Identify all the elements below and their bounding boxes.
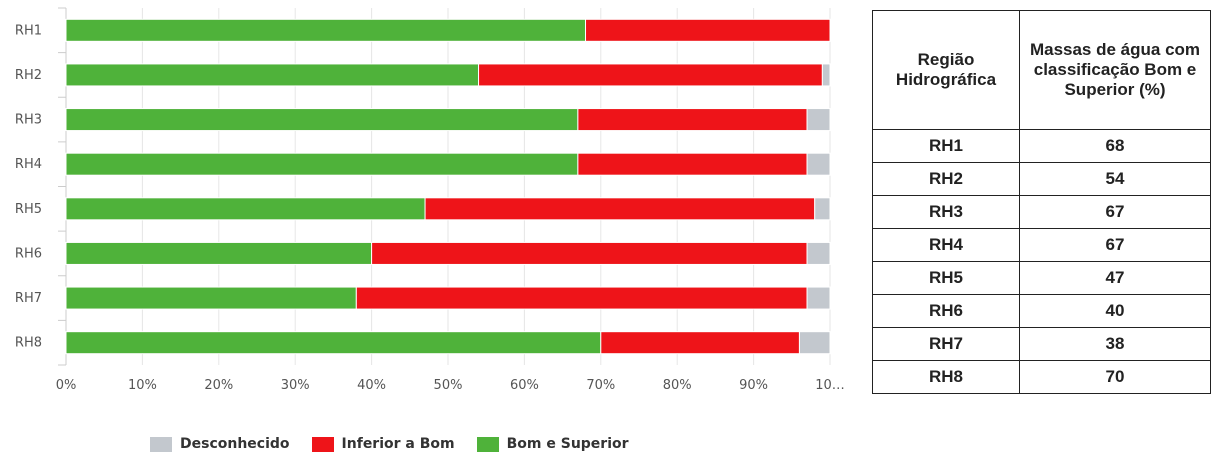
- cell-region: RH6: [872, 294, 1020, 328]
- table-row: RH8 70: [872, 360, 1211, 394]
- y-tick-label: RH3: [15, 113, 42, 128]
- bar-bom-e-superior-rh4: [65, 152, 579, 176]
- y-tick-label: RH8: [15, 336, 42, 351]
- bar-desconhecido-rh4: [806, 152, 831, 176]
- table-row: RH3 67: [872, 195, 1211, 229]
- x-tick-label: 10%: [128, 378, 157, 393]
- x-tick-label: 70%: [586, 378, 615, 393]
- bar-bom-e-superior-rh1: [65, 18, 587, 42]
- x-tick-label: 20%: [204, 378, 233, 393]
- legend-label-inferior: Inferior a Bom: [341, 436, 455, 452]
- x-tick-label: 10…: [815, 378, 845, 393]
- table-header-row: Região Hidrográfica Massas de água com c…: [872, 10, 1211, 130]
- cell-region: RH4: [872, 228, 1020, 262]
- legend-swatch-desconhecido: [150, 436, 172, 452]
- bar-desconhecido-rh2: [821, 63, 831, 87]
- bar-bom-e-superior-rh6: [65, 241, 373, 265]
- bar-desconhecido-rh8: [798, 331, 831, 355]
- x-tick-label: 80%: [663, 378, 692, 393]
- bar-desconhecido-rh3: [806, 108, 831, 132]
- legend-swatch-inferior: [311, 436, 334, 452]
- table-row: RH4 67: [872, 228, 1211, 262]
- cell-value: 40: [1019, 294, 1211, 328]
- bar-inferior-a-bom-rh1: [585, 18, 831, 42]
- y-tick-label: RH1: [15, 23, 42, 38]
- bar-bom-e-superior-rh7: [65, 286, 357, 310]
- x-tick-label: 0%: [56, 378, 77, 393]
- header-regiao: Região Hidrográfica: [872, 10, 1020, 130]
- y-tick-label: RH7: [15, 291, 42, 306]
- legend-label-desconhecido: Desconhecido: [180, 436, 290, 452]
- table-row: RH2 54: [872, 162, 1211, 196]
- bar-inferior-a-bom-rh6: [371, 241, 808, 265]
- x-tick-label: 60%: [510, 378, 539, 393]
- legend-item-desconhecido[interactable]: Desconhecido: [150, 436, 290, 452]
- bar-bom-e-superior-rh3: [65, 108, 579, 132]
- bar-desconhecido-rh5: [814, 197, 831, 221]
- bar-bom-e-superior-rh5: [65, 197, 426, 221]
- legend-label-bom: Bom e Superior: [506, 436, 629, 452]
- table-row: RH7 38: [872, 327, 1211, 361]
- y-tick-label: RH5: [15, 202, 42, 217]
- table-row: RH5 47: [872, 261, 1211, 295]
- bar-desconhecido-rh6: [806, 241, 831, 265]
- x-tick-label: 40%: [357, 378, 386, 393]
- bar-inferior-a-bom-rh5: [424, 197, 816, 221]
- header-massas: Massas de água com classificação Bom e S…: [1019, 10, 1211, 130]
- cell-region: RH8: [872, 360, 1020, 394]
- bar-inferior-a-bom-rh3: [577, 108, 808, 132]
- legend-item-inferior[interactable]: Inferior a Bom: [311, 436, 455, 452]
- cell-region: RH3: [872, 195, 1020, 229]
- cell-value: 67: [1019, 195, 1211, 229]
- results-table: Região Hidrográfica Massas de água com c…: [872, 10, 1211, 394]
- cell-value: 54: [1019, 162, 1211, 196]
- cell-region: RH5: [872, 261, 1020, 295]
- cell-value: 38: [1019, 327, 1211, 361]
- bar-inferior-a-bom-rh7: [355, 286, 808, 310]
- legend-swatch-bom: [476, 436, 499, 452]
- cell-value: 70: [1019, 360, 1211, 394]
- chart-legend: Desconhecido Inferior a Bom Bom e Superi…: [150, 436, 651, 452]
- x-tick-label: 90%: [739, 378, 768, 393]
- cell-region: RH1: [872, 129, 1020, 163]
- legend-item-bom[interactable]: Bom e Superior: [476, 436, 629, 452]
- cell-value: 47: [1019, 261, 1211, 295]
- table-row: RH6 40: [872, 294, 1211, 328]
- table-row: RH1 68: [872, 129, 1211, 163]
- y-tick-label: RH2: [15, 68, 42, 83]
- cell-region: RH7: [872, 327, 1020, 361]
- x-tick-label: 30%: [281, 378, 310, 393]
- cell-value: 67: [1019, 228, 1211, 262]
- bar-inferior-a-bom-rh8: [600, 331, 800, 355]
- cell-value: 68: [1019, 129, 1211, 163]
- bar-desconhecido-rh7: [806, 286, 831, 310]
- bar-inferior-a-bom-rh2: [478, 63, 823, 87]
- y-tick-label: RH4: [15, 157, 42, 172]
- x-tick-label: 50%: [434, 378, 463, 393]
- bar-bom-e-superior-rh8: [65, 331, 602, 355]
- bar-chart: RH1 RH2 RH3 RH4 RH5 RH6 RH7 RH8 0% 10% 20% 30% 40% 50…: [15, 7, 845, 393]
- cell-region: RH2: [872, 162, 1020, 196]
- bar-bom-e-superior-rh2: [65, 63, 480, 87]
- bar-inferior-a-bom-rh4: [577, 152, 808, 176]
- y-tick-label: RH6: [15, 246, 42, 261]
